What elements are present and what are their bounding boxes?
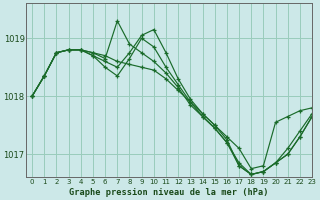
X-axis label: Graphe pression niveau de la mer (hPa): Graphe pression niveau de la mer (hPa) (69, 188, 269, 197)
